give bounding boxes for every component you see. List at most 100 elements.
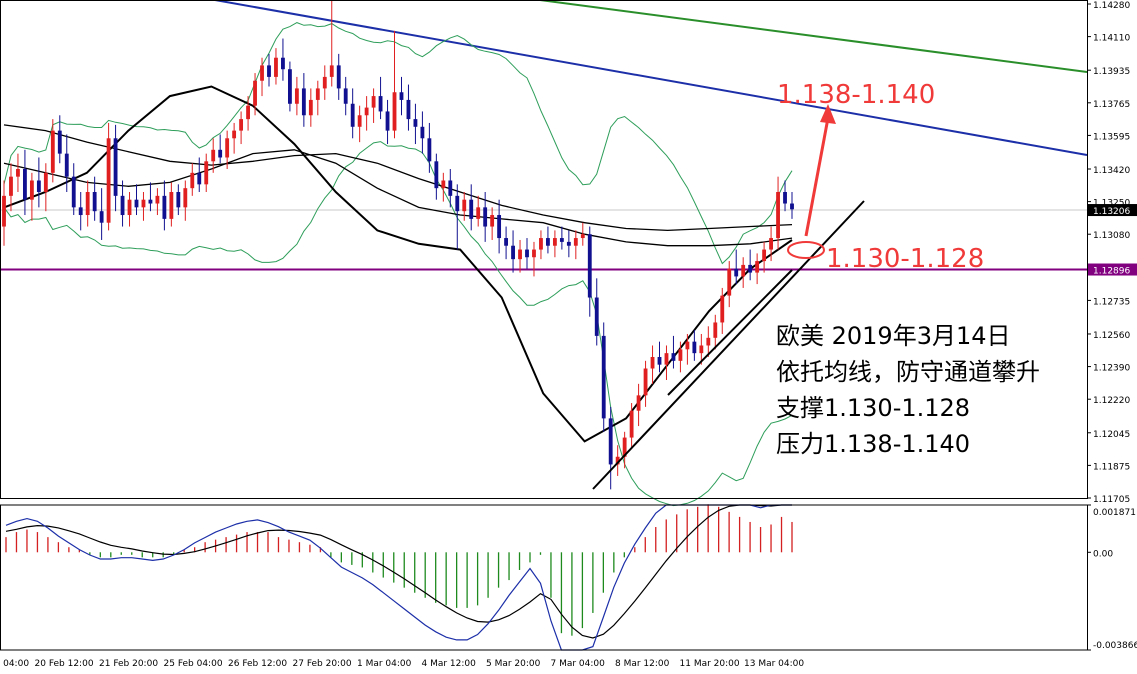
candle-body xyxy=(385,111,390,131)
candle-body xyxy=(197,172,202,185)
candle-body xyxy=(685,341,690,350)
time-tick-label: 21 Feb 20:00 xyxy=(99,659,158,669)
support-zone-annotation: 1.130-1.128 xyxy=(826,244,985,274)
candle-body xyxy=(16,168,20,177)
candle-body xyxy=(748,264,753,273)
candle-body xyxy=(399,92,404,100)
current-price-tag xyxy=(1088,204,1137,217)
target-annotation: 1.138-1.140 xyxy=(777,80,936,110)
main-pane-frame xyxy=(0,0,1088,499)
time-tick-label: 5 Mar 20:00 xyxy=(486,659,541,669)
macd-main-line xyxy=(5,504,792,651)
time-tick-label: 11 Mar 20:00 xyxy=(680,659,740,669)
candle-body xyxy=(657,356,662,365)
bollinger-lower xyxy=(3,141,793,507)
candle-body xyxy=(441,180,446,189)
candle-body xyxy=(127,199,132,216)
trend-support-line xyxy=(592,200,865,490)
candle-body xyxy=(734,268,739,277)
candle-body xyxy=(23,168,27,200)
candle-body xyxy=(260,65,264,81)
candle-body xyxy=(671,353,676,361)
candle-body xyxy=(552,238,557,246)
price-tick-label: 1.14280 xyxy=(1093,1,1130,11)
candle-body xyxy=(350,103,355,127)
candle-body xyxy=(539,238,543,250)
price-tick-label: 1.13080 xyxy=(1093,231,1130,241)
candle-body xyxy=(678,349,683,361)
time-tick-label: 26 Feb 12:00 xyxy=(228,659,287,669)
candle-body xyxy=(525,249,529,258)
price-tick-label: 1.13420 xyxy=(1093,166,1130,176)
price-tick-label: 1.11875 xyxy=(1093,462,1130,472)
candle-body xyxy=(141,199,146,208)
candle-body xyxy=(99,211,104,223)
candle-body xyxy=(776,192,780,239)
moving-average-3 xyxy=(3,124,793,232)
candle-body xyxy=(462,199,467,212)
candle-body xyxy=(546,238,550,246)
channel-upper-line xyxy=(214,0,1088,156)
candle-body xyxy=(364,107,369,116)
candle-body xyxy=(155,195,160,204)
trend-support-line-inner xyxy=(667,269,793,396)
candle-body xyxy=(232,130,237,139)
candle-body xyxy=(490,215,495,227)
candle-body xyxy=(741,264,746,277)
candle-body xyxy=(615,456,620,465)
candle-body xyxy=(2,195,6,227)
candle-body xyxy=(204,161,209,185)
candle-body xyxy=(518,249,522,260)
candle-body xyxy=(336,65,341,89)
time-tick-label: 25 Feb 04:00 xyxy=(164,659,223,669)
price-tick-label: 1.13765 xyxy=(1093,100,1130,110)
candle-body xyxy=(629,410,634,438)
price-tick-label: 1.12390 xyxy=(1093,364,1130,374)
candle-body xyxy=(106,138,111,223)
candle-body xyxy=(580,234,585,239)
candle-body xyxy=(246,105,250,120)
candle-body xyxy=(448,180,453,196)
time-tick-label: 4 Mar 12:00 xyxy=(422,659,477,669)
candle-body xyxy=(343,88,348,104)
candle-body xyxy=(762,249,767,262)
bollinger-upper xyxy=(3,22,793,265)
candle-body xyxy=(183,188,188,208)
candle-body xyxy=(783,192,787,204)
candle-body xyxy=(790,203,794,210)
candle-body xyxy=(650,356,655,369)
candle-body xyxy=(601,335,606,419)
macd-signal-line xyxy=(5,504,792,639)
price-tick-label: 1.13595 xyxy=(1093,132,1130,142)
macd-tick-label: 0.00 xyxy=(1093,549,1113,559)
price-tick-label: 1.12220 xyxy=(1093,396,1130,406)
candle-body xyxy=(511,245,515,260)
candle-body xyxy=(622,437,627,457)
candle-body xyxy=(664,353,669,365)
macd-pane xyxy=(5,504,793,651)
candle-body xyxy=(287,69,292,104)
moving-average-2 xyxy=(3,149,793,247)
candle-body xyxy=(483,207,488,227)
candle-body xyxy=(392,92,397,131)
candle-body xyxy=(57,130,62,154)
candle-body xyxy=(455,195,460,212)
candle-body xyxy=(713,322,718,338)
candle-body xyxy=(148,199,153,204)
support-price-tag-label: 1.12896 xyxy=(1093,267,1130,277)
current-price-tag-label: 1.13206 xyxy=(1093,207,1130,217)
candle-body xyxy=(294,88,299,104)
commentary-line-resistance: 压力1.138-1.140 xyxy=(776,430,971,458)
candle-body xyxy=(225,138,230,158)
candle-body xyxy=(427,138,432,162)
candle-body xyxy=(190,172,195,189)
moving-average-1 xyxy=(3,85,793,443)
target-arrow-head xyxy=(820,104,836,124)
price-tick-label: 1.11705 xyxy=(1093,495,1130,505)
candle-body xyxy=(504,238,509,246)
candle-body xyxy=(43,172,48,193)
price-tick-label: 1.13935 xyxy=(1093,67,1130,77)
candle-body xyxy=(9,176,13,196)
